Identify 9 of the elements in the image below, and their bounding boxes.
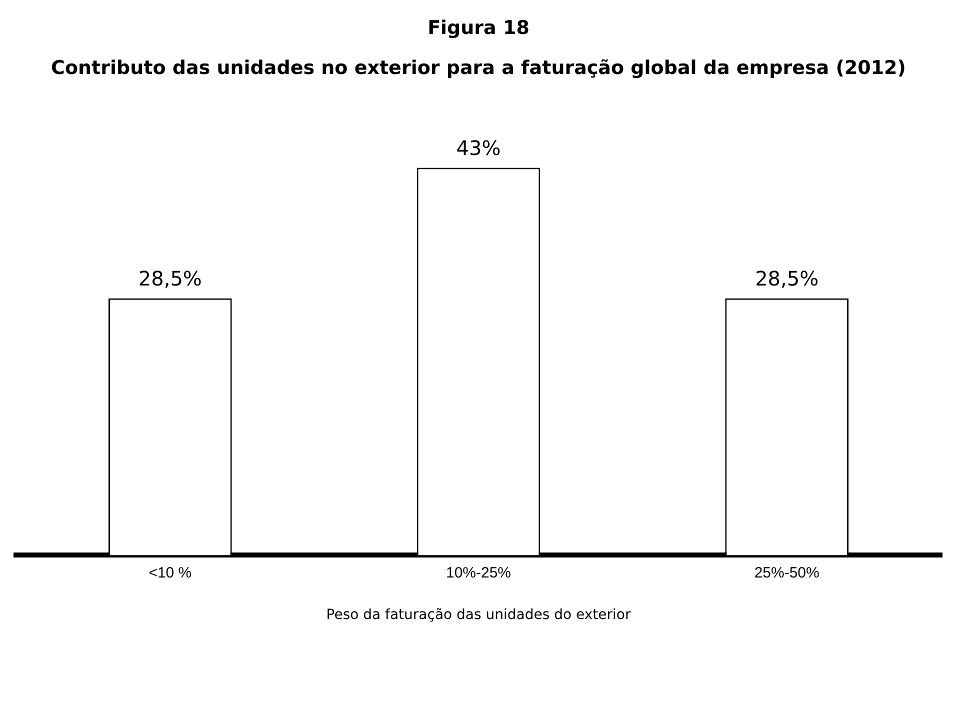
data-label: 28,5% (138, 266, 202, 291)
chart-subtitle: Contributo das unidades no exterior para a faturação global da empresa (2012) (50, 56, 907, 81)
x-axis-title: Peso da faturação das unidades do exterior (326, 607, 631, 624)
data-label: 28,5% (755, 266, 819, 291)
data-label: 43% (456, 136, 501, 160)
x-tick-label: <10 % (148, 564, 192, 582)
x-tick-label: 10%-25% (446, 564, 512, 582)
x-tick-label: 25%-50% (754, 564, 820, 582)
chart-title: Figura 18 (426, 16, 530, 41)
